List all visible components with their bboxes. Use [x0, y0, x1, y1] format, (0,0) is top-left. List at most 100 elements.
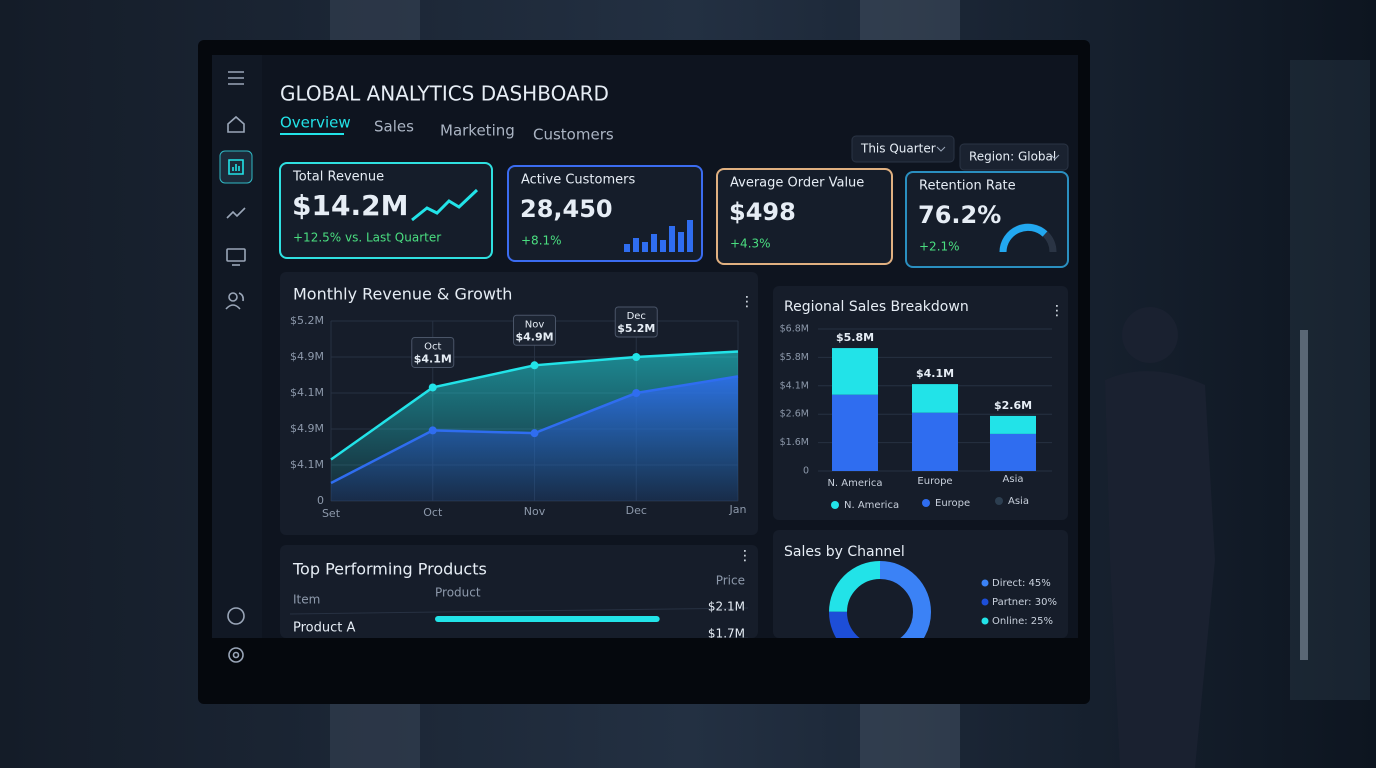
- annotation-month: Oct: [424, 341, 441, 352]
- kpi-change: +4.3%: [730, 237, 771, 251]
- y-tick-label: $1.6M: [780, 437, 809, 448]
- mini-bar: [651, 234, 657, 252]
- kpi-value: $498: [729, 198, 796, 226]
- kpi-value: 28,450: [520, 195, 613, 223]
- legend-swatch: [981, 598, 989, 606]
- mini-bar: [624, 244, 630, 252]
- dropdown[interactable]: [851, 135, 955, 163]
- menu-dots[interactable]: ⋮: [1050, 303, 1064, 319]
- bar-segment: [912, 384, 958, 413]
- mini-bar: [642, 242, 648, 252]
- annotation-value: $4.9M: [515, 330, 553, 343]
- kpi-value: 76.2%: [918, 201, 1001, 229]
- x-tick-label: Europe: [917, 476, 952, 487]
- bar-segment: [990, 415, 1036, 434]
- annotation-box: [513, 314, 556, 346]
- mini-bar: [633, 238, 639, 252]
- kpi-card: [716, 168, 893, 265]
- y-tick-label: $4.1M: [290, 386, 324, 399]
- bar-total-label: $4.1M: [916, 367, 954, 380]
- x-tick-label: Jan: [729, 503, 747, 516]
- kpi-change: +12.5% vs. Last Quarter: [293, 231, 441, 245]
- y-tick-label: $6.8M: [780, 324, 809, 335]
- dashboard-title: GLOBAL ANALYTICS DASHBOARD: [280, 82, 609, 106]
- y-tick-label: $2.6M: [780, 409, 809, 420]
- door-handle: [1300, 330, 1308, 660]
- y-tick-label: 0: [317, 494, 324, 507]
- regional-chart: $6.8M $5.8M $4.1M $2.6M $1.6M 0 $5.8M N. Americ…: [780, 324, 1052, 511]
- bar-segment: [832, 394, 878, 471]
- tab[interactable]: Customers: [533, 126, 614, 144]
- kpi-change: +2.1%: [919, 240, 960, 254]
- annotation-value: $5.2M: [617, 322, 655, 335]
- x-tick-label: N. America: [827, 478, 882, 489]
- annotation-month: Nov: [525, 319, 545, 330]
- donut: [829, 561, 931, 638]
- y-tick-label: $4.9M: [290, 422, 324, 435]
- x-tick-label: Asia: [1003, 474, 1024, 485]
- dropdown[interactable]: [959, 143, 1069, 171]
- kpi-card: [905, 171, 1069, 268]
- tab[interactable]: Sales: [374, 118, 414, 136]
- bar-segment: [832, 348, 878, 395]
- tab[interactable]: Overview: [280, 114, 351, 132]
- legend-label: N. America: [844, 500, 899, 511]
- tab[interactable]: Marketing: [440, 122, 515, 140]
- x-tick-label: Set: [322, 507, 341, 520]
- x-tick-label: Oct: [423, 506, 443, 519]
- legend-swatch: [922, 499, 930, 507]
- mini-bar: [687, 220, 693, 252]
- point: [428, 383, 437, 392]
- menu-dots[interactable]: ⋮: [738, 548, 752, 564]
- dropdown-chevron: [936, 146, 946, 152]
- kpi-title: Average Order Value: [730, 176, 864, 191]
- point: [632, 389, 641, 397]
- annotation-box: [411, 336, 455, 368]
- legend-swatch: [981, 579, 989, 587]
- product-price: $2.1M: [708, 600, 745, 614]
- donut-slice: [829, 561, 931, 638]
- point: [530, 361, 539, 370]
- annotation-month: Dec: [627, 311, 646, 322]
- legend-label: Asia: [1008, 496, 1029, 507]
- product-name: Product A: [293, 621, 355, 636]
- legend-swatch: [981, 617, 989, 625]
- legend-label: Direct: 45%: [992, 578, 1051, 589]
- y-tick-label: $5.2M: [290, 314, 324, 327]
- point: [428, 426, 437, 435]
- panel-title: Sales by Channel: [784, 544, 905, 560]
- y-tick-label: $5.8M: [780, 352, 809, 363]
- point: [632, 353, 641, 361]
- legend-label: Online: 25%: [992, 616, 1053, 627]
- panel-title: Top Performing Products: [292, 560, 487, 579]
- kpi-title: Active Customers: [521, 173, 635, 188]
- person: [1105, 307, 1215, 768]
- annotation-value: $4.1M: [414, 352, 452, 365]
- column-header: Product: [435, 586, 481, 600]
- kpi-title: Total Revenue: [292, 170, 384, 185]
- product-price: $1.7M: [708, 627, 745, 641]
- annotation-box: [614, 306, 658, 338]
- sidebar: [212, 55, 262, 638]
- active-tab-underline: [280, 133, 344, 135]
- x-tick-label: Nov: [524, 505, 546, 518]
- filter-bar: This Quarter Region: Global: [851, 135, 1069, 171]
- legend-swatch: [995, 497, 1003, 505]
- y-tick-label: $4.1M: [290, 458, 324, 471]
- kpi-value: $14.2M: [292, 189, 408, 222]
- product-bar: [435, 616, 660, 622]
- channel-chart: Direct: 45% Partner: 30% Online: 25%: [829, 561, 1057, 638]
- bar-total-label: $5.8M: [836, 331, 874, 344]
- mini-bar: [660, 240, 666, 252]
- legend-label: Partner: 30%: [992, 597, 1057, 608]
- sparkline: [411, 188, 479, 222]
- menu-dots[interactable]: ⋮: [740, 294, 754, 310]
- mini-bar: [669, 226, 675, 252]
- dropdown-label: Region: Global: [969, 150, 1056, 164]
- bar-segment: [990, 433, 1036, 471]
- legend-label: Europe: [935, 498, 970, 509]
